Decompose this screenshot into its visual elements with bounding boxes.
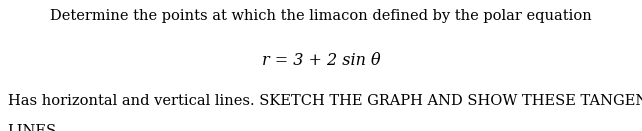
Text: Has horizontal and vertical lines. SKETCH THE GRAPH AND SHOW THESE TANGENT: Has horizontal and vertical lines. SKETC… (8, 94, 642, 108)
Text: LINES.: LINES. (8, 124, 61, 131)
Text: r = 3 + 2 sin θ: r = 3 + 2 sin θ (262, 52, 380, 69)
Text: Determine the points at which the limacon defined by the polar equation: Determine the points at which the limaco… (50, 9, 592, 23)
